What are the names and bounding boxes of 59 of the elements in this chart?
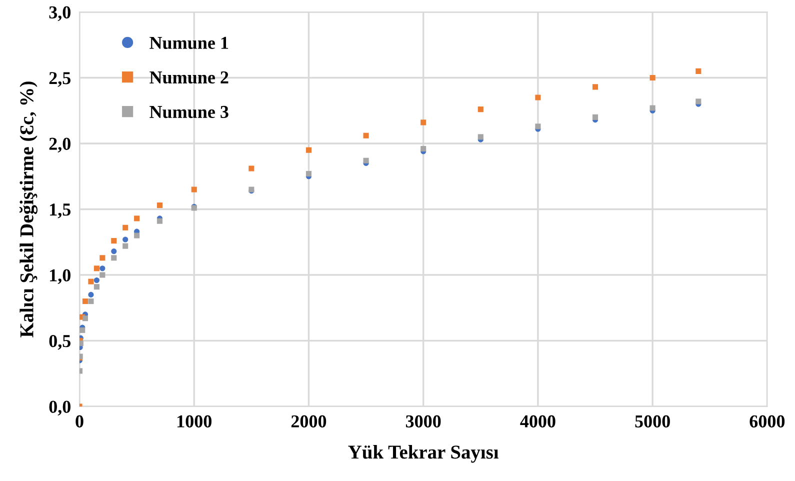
point: [100, 272, 106, 278]
point: [650, 105, 656, 111]
point: [478, 106, 484, 112]
point: [592, 84, 598, 90]
point: [134, 216, 140, 222]
point: [420, 120, 426, 126]
legend-label: Numune 2: [150, 71, 228, 84]
point: [248, 166, 254, 172]
point: [306, 170, 312, 177]
point: [156, 202, 163, 208]
point: [82, 316, 88, 322]
point: [156, 218, 163, 224]
legend-label: Numune 1: [150, 36, 228, 50]
point: [82, 298, 88, 304]
point: [88, 292, 94, 298]
point: [650, 74, 656, 81]
point: [100, 266, 106, 272]
y-tick-label: 1,0: [50, 269, 70, 284]
point: [191, 186, 197, 192]
point: [94, 266, 100, 272]
y-tick-label: 0,0: [49, 400, 70, 416]
x-tick-label: 0: [76, 415, 84, 428]
point: [100, 255, 106, 261]
point: [80, 327, 86, 333]
point: [122, 224, 128, 230]
point: [111, 248, 117, 254]
y-tick-label: 3,0: [49, 6, 70, 22]
x-tick-label: 6000: [750, 415, 785, 428]
point: [363, 132, 369, 138]
legend-label: Numune 3: [150, 106, 228, 118]
point: [592, 114, 598, 120]
point: [535, 94, 541, 100]
x-tick-label: 4000: [520, 415, 556, 428]
point: [535, 124, 541, 130]
point: [478, 134, 484, 140]
point: [111, 255, 117, 261]
y-axis-title: Kalıcı Şekil Değiştirme (Ɛc, %): [19, 82, 38, 338]
point: [420, 146, 426, 152]
point: [88, 298, 94, 304]
point: [696, 68, 702, 74]
point: [122, 236, 128, 242]
point: [88, 278, 94, 284]
x-tick-label: 2000: [291, 415, 326, 428]
point: [696, 98, 702, 104]
x-axis-title: Yük Tekrar Sayısı: [348, 445, 499, 463]
x-tick-label: 5000: [635, 415, 670, 428]
point: [306, 147, 312, 153]
y-tick-label: 1,5: [50, 204, 71, 218]
point: [111, 238, 117, 244]
y-tick-label: 2,5: [49, 72, 71, 87]
point: [122, 243, 128, 249]
y-tick-label: 0,5: [49, 334, 71, 350]
x-tick-label: 1000: [178, 415, 212, 428]
x-tick-label: 3000: [406, 415, 441, 428]
y-tick-label: 2,0: [49, 138, 70, 153]
point: [363, 158, 369, 164]
point: [94, 284, 100, 290]
point: [134, 232, 140, 238]
point: [94, 277, 100, 284]
